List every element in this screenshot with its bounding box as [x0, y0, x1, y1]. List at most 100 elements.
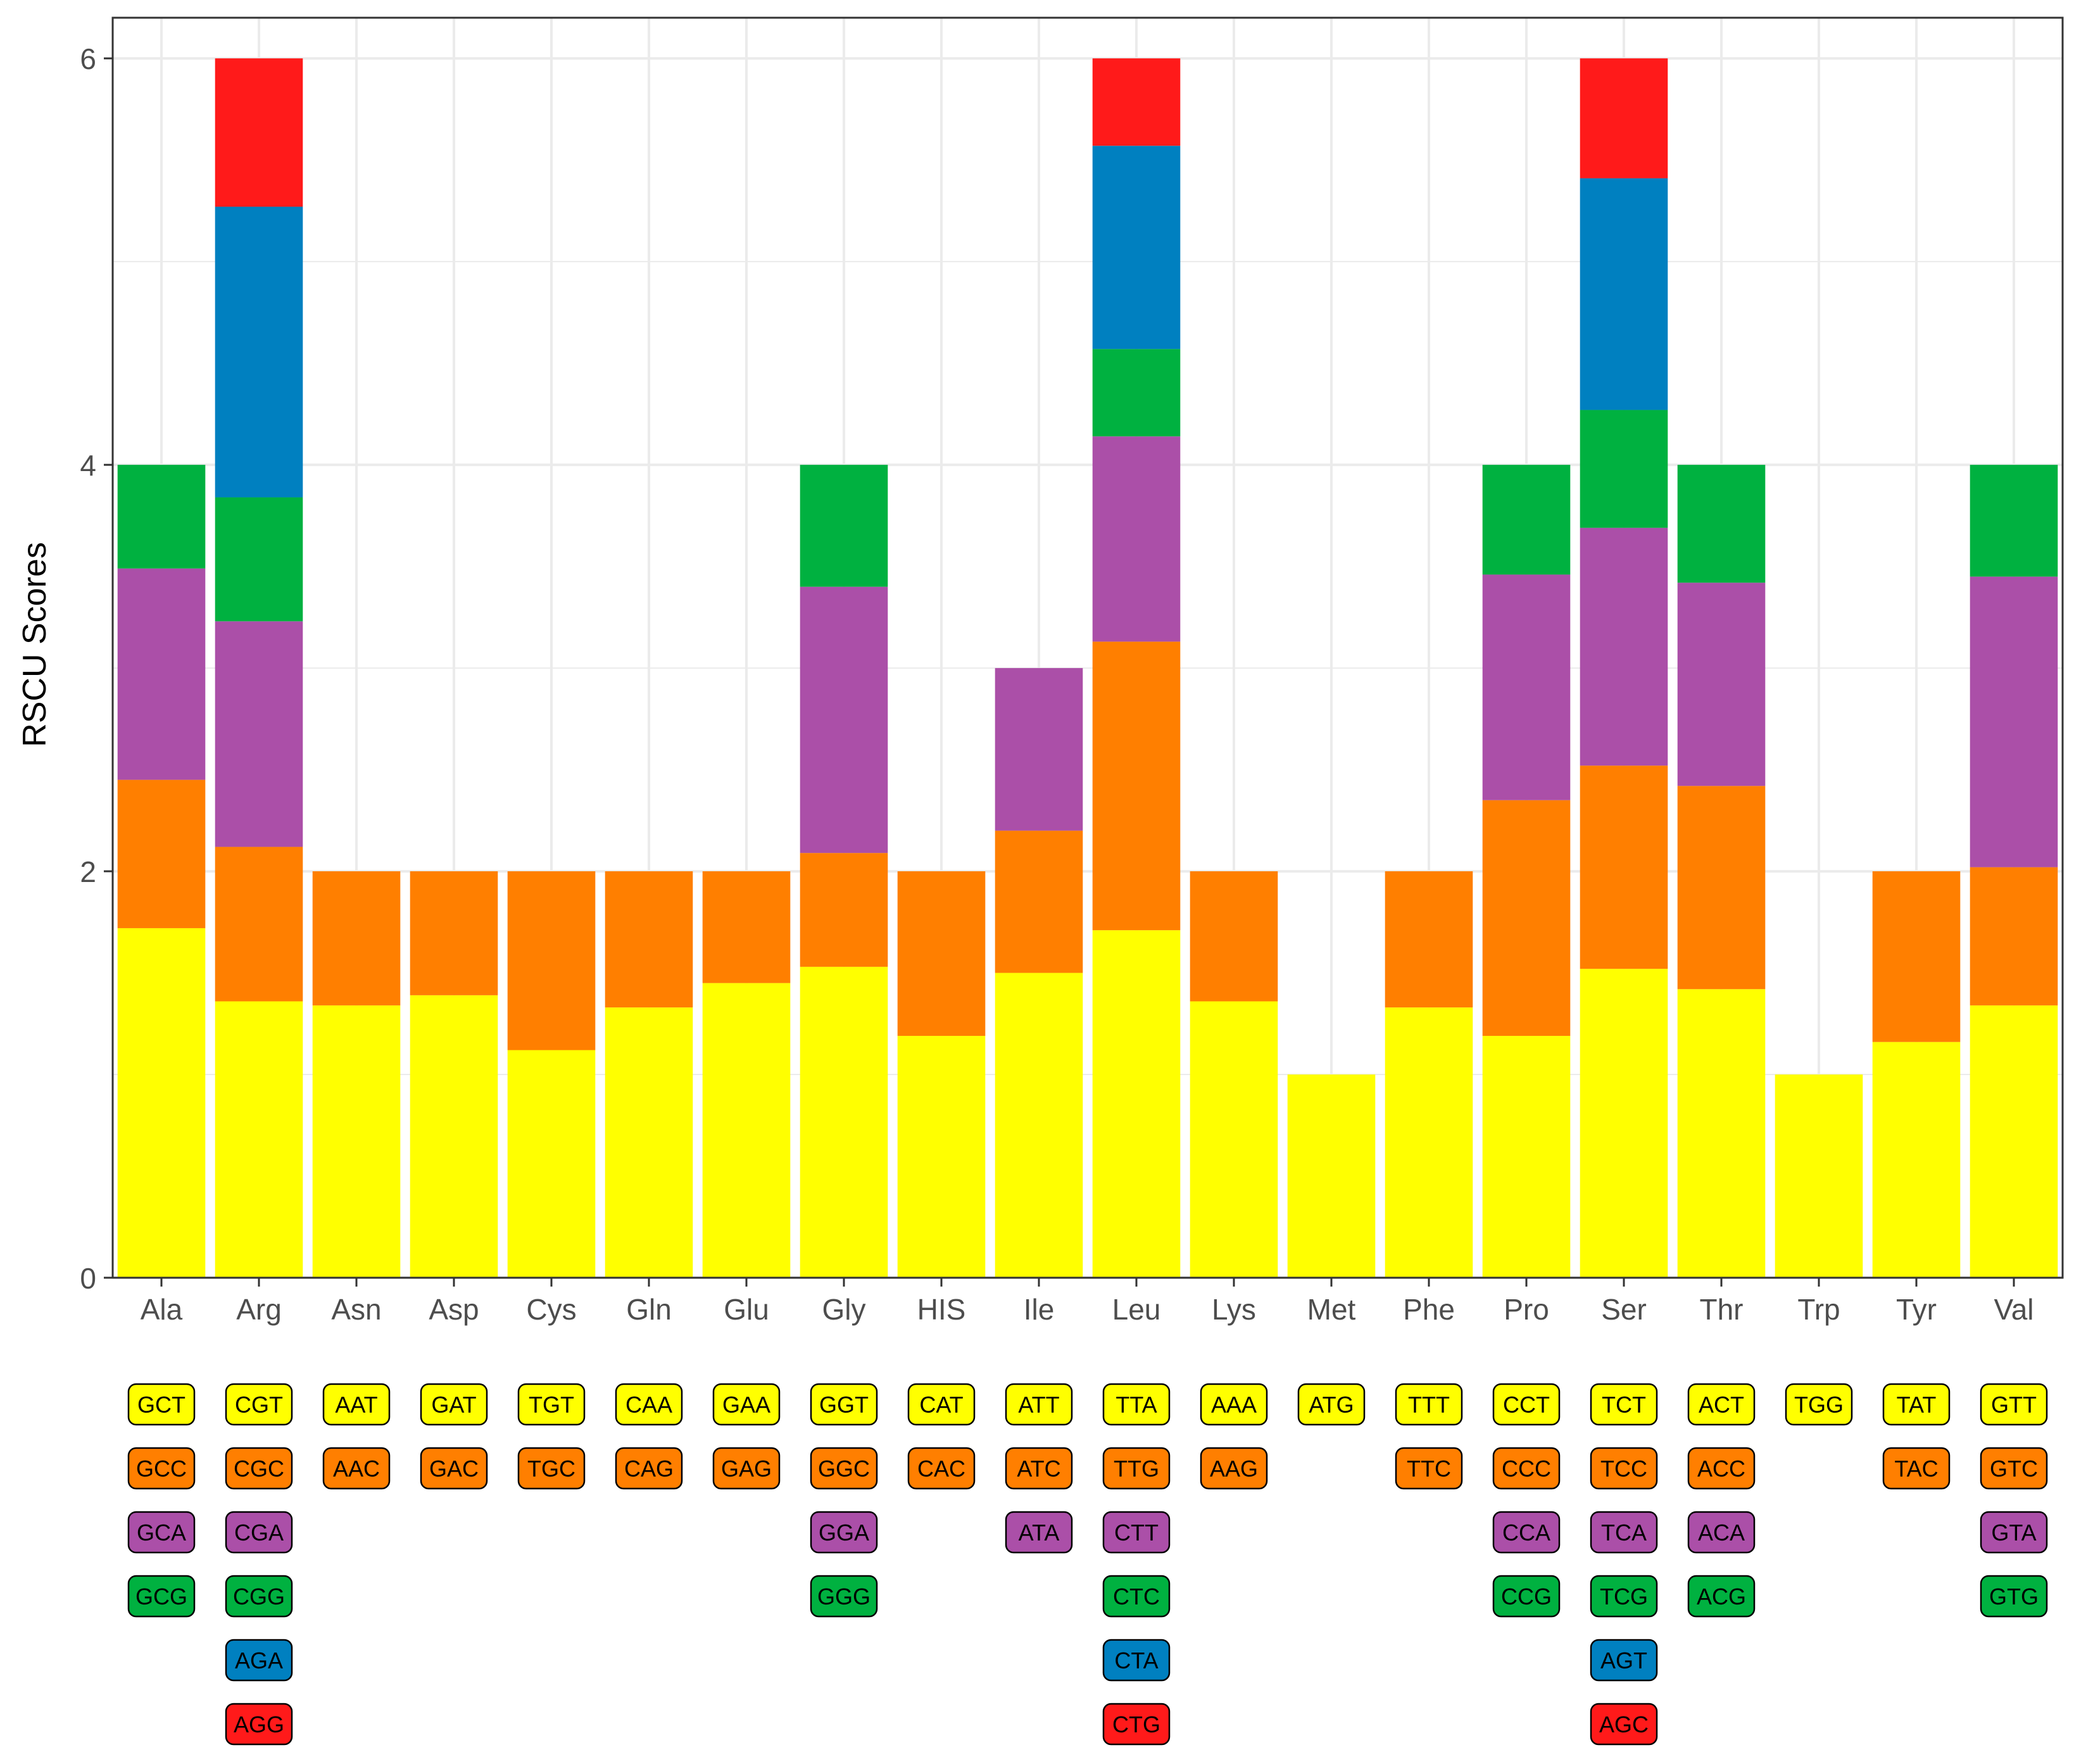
bar-segment-act [1677, 989, 1766, 1278]
bar-stack-ala [117, 465, 206, 1278]
codon-box-background [1590, 1703, 1658, 1746]
codon-box-background [1687, 1383, 1756, 1426]
x-tick-label: Glu [724, 1293, 769, 1326]
bar-segment-cgc [215, 847, 303, 1002]
bar-segment-ccg [1482, 465, 1571, 575]
codon-box-background [1590, 1511, 1658, 1554]
codon-box-background [1980, 1511, 2048, 1554]
bar-segment-caa [605, 1007, 693, 1278]
codon-box-background [225, 1703, 293, 1746]
bar-segment-gtg [1970, 465, 2058, 577]
bar-segment-tgc [507, 871, 596, 1050]
bar-stack-cys [507, 871, 596, 1278]
codon-box-caa: CAA [615, 1383, 683, 1426]
x-tick-label: Trp [1797, 1293, 1840, 1326]
codon-box-ccc: CCC [1492, 1447, 1561, 1490]
codon-label: CTC [1113, 1584, 1160, 1610]
codon-box-cga: CGA [225, 1511, 293, 1554]
codon-box-background [1492, 1575, 1561, 1618]
codon-box-gtt: GTT [1980, 1383, 2048, 1426]
codon-label: GCT [137, 1392, 185, 1418]
codon-box-ctg: CTG [1102, 1703, 1171, 1746]
codon-label: TGG [1794, 1392, 1844, 1418]
codon-box-background [810, 1511, 878, 1554]
x-tick-label: Arg [236, 1293, 282, 1326]
codon-label: TTT [1408, 1392, 1450, 1418]
codon-label: CAG [624, 1456, 674, 1482]
bar-segment-ttt [1385, 1007, 1473, 1278]
codon-label: AAG [1210, 1456, 1258, 1482]
bar-segment-ctc [1092, 349, 1181, 437]
codon-box-background [1980, 1575, 2048, 1618]
codon-box-agc: AGC [1590, 1703, 1658, 1746]
codon-box-gtg: GTG [1980, 1575, 2048, 1618]
bar-segment-tgt [507, 1050, 596, 1278]
codon-box-ttt: TTT [1395, 1383, 1463, 1426]
bar-segment-agg [215, 58, 303, 207]
bar-segment-ggt [800, 966, 888, 1278]
bar-segment-tac [1872, 871, 1961, 1042]
bar-stacks [117, 58, 2058, 1278]
codon-label: TTA [1116, 1392, 1157, 1418]
bar-segment-cat [897, 1036, 986, 1278]
codon-box-gaa: GAA [712, 1383, 781, 1426]
codon-label: GCG [135, 1584, 187, 1610]
codon-box-tct: TCT [1590, 1383, 1658, 1426]
bar-segment-cta [1092, 146, 1181, 350]
bar-segment-cag [605, 871, 693, 1008]
codon-box-cag: CAG [615, 1447, 683, 1490]
codon-label: GCA [137, 1520, 186, 1546]
bar-segment-atg [1287, 1074, 1376, 1278]
codon-box-background [225, 1511, 293, 1554]
bar-segment-aga [215, 206, 303, 498]
codon-box-aca: ACA [1687, 1511, 1756, 1554]
bar-stack-pro [1482, 465, 1571, 1278]
bar-segment-ttc [1385, 871, 1473, 1008]
codon-box-tat: TAT [1882, 1383, 1951, 1426]
codon-box-aat: AAT [322, 1383, 391, 1426]
bar-segment-cgt [215, 1001, 303, 1278]
bar-stack-ser [1580, 58, 1668, 1278]
codon-label: AGA [235, 1647, 283, 1673]
bar-segment-ata [995, 668, 1083, 831]
codon-box-background [1492, 1383, 1561, 1426]
bar-segment-gca [117, 568, 206, 780]
codon-box-background [1687, 1447, 1756, 1490]
codon-label: GAC [429, 1456, 479, 1482]
codon-label: TAC [1894, 1456, 1938, 1482]
codon-label: CGA [234, 1520, 284, 1546]
codon-label: CAC [917, 1456, 965, 1482]
codon-box-background [1395, 1383, 1463, 1426]
codon-box-background [1687, 1511, 1756, 1554]
codon-box-att: ATT [1005, 1383, 1073, 1426]
bar-stack-lys [1190, 871, 1278, 1278]
codon-label: CCC [1502, 1456, 1551, 1482]
codon-box-background [810, 1383, 878, 1426]
codon-box-tgt: TGT [517, 1383, 586, 1426]
bar-stack-his [897, 871, 986, 1278]
codon-box-background [615, 1383, 683, 1426]
y-axis-title: RSCU Scores [16, 542, 53, 747]
codon-label: CCA [1502, 1520, 1550, 1546]
codon-label: AAC [333, 1456, 380, 1482]
codon-box-tgc: TGC [517, 1447, 586, 1490]
bar-segment-aag [1190, 871, 1278, 1002]
bar-stack-met [1287, 1074, 1376, 1278]
bar-stack-leu [1092, 58, 1181, 1278]
codon-box-background [225, 1447, 293, 1490]
bar-segment-agc [1580, 58, 1668, 179]
codon-box-ccg: CCG [1492, 1575, 1561, 1618]
y-axis: 0 2 4 6 [80, 42, 113, 1295]
codon-label: AGG [234, 1711, 284, 1737]
x-tick-label: Pro [1504, 1293, 1549, 1326]
bar-stack-gly [800, 465, 888, 1278]
codon-box-gat: GAT [420, 1383, 488, 1426]
bar-stack-arg [215, 58, 303, 1278]
bar-segment-gcg [117, 465, 206, 569]
bar-stack-asp [410, 871, 498, 1278]
codon-box-agg: AGG [225, 1703, 293, 1746]
bar-stack-glu [702, 871, 791, 1278]
codon-box-background [1200, 1447, 1268, 1490]
codon-label: ATG [1309, 1392, 1354, 1418]
codon-label: AAA [1211, 1392, 1257, 1418]
